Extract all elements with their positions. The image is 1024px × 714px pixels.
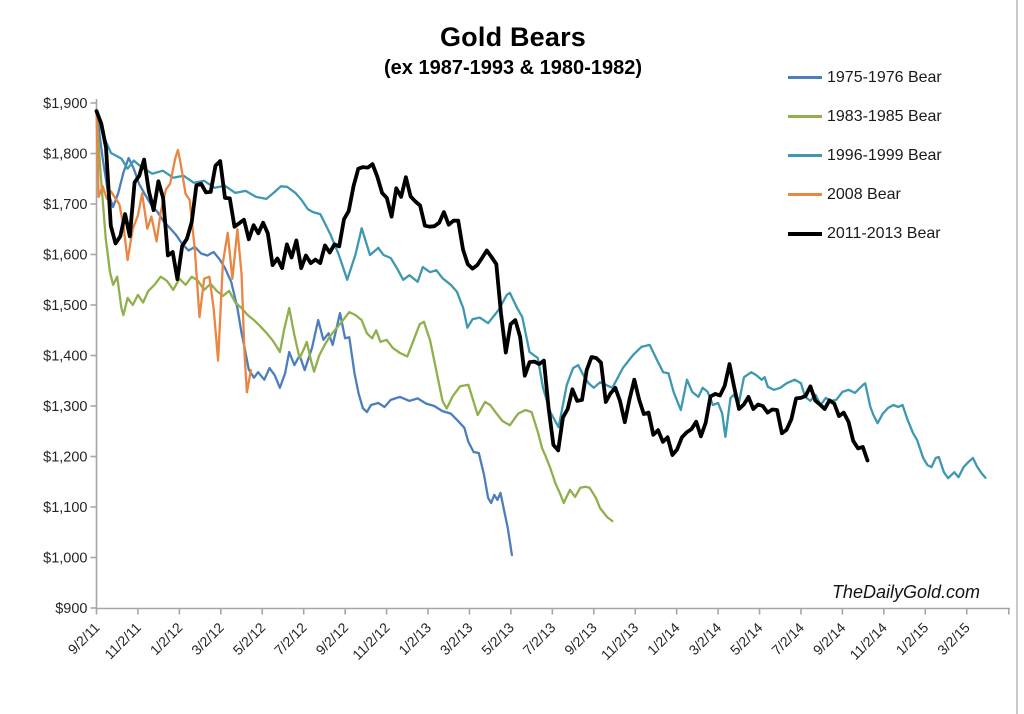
y-axis-tick-label: $1,700 — [43, 197, 87, 213]
legend-swatch — [788, 193, 822, 196]
y-axis-tick-label: $1,000 — [43, 551, 87, 567]
legend-item-1975-1976-bear: 1975-1976 Bear — [788, 58, 942, 97]
legend-item-1983-1985-bear: 1983-1985 Bear — [788, 97, 942, 136]
series-line-2008-bear — [95, 109, 253, 394]
y-axis-tick-label: $900 — [55, 601, 87, 617]
x-axis-tick-label: 1/2/12 — [147, 619, 186, 658]
legend-label: 2011-2013 Bear — [827, 224, 941, 242]
x-axis-tick-label: 9/2/12 — [312, 619, 351, 658]
y-axis-tick-label: $1,200 — [43, 450, 87, 466]
x-axis-tick-label: 11/2/13 — [598, 619, 642, 663]
x-axis-tick-label: 5/2/14 — [727, 619, 766, 658]
x-axis-tick-label: 7/2/12 — [271, 619, 310, 658]
series-line-2011-2013-bear — [94, 109, 870, 463]
legend-swatch — [788, 154, 822, 157]
legend-label: 2008 Bear — [827, 185, 901, 203]
x-axis-tick-label: 9/2/11 — [65, 619, 103, 657]
watermark: TheDailyGold.com — [831, 582, 980, 602]
legend-swatch — [788, 115, 822, 118]
x-axis-tick-label: 7/2/13 — [520, 619, 559, 658]
chart-title: Gold Bears — [439, 22, 587, 52]
x-axis-tick-label: 9/2/14 — [810, 619, 849, 658]
legend-swatch — [788, 76, 822, 79]
x-axis-tick-label: 1/2/14 — [644, 619, 683, 658]
y-axis-tick-label: $1,800 — [43, 147, 87, 163]
y-axis-tick-label: $1,400 — [43, 349, 87, 365]
chart-subtitle: (ex 1987-1993 & 1980-1982) — [384, 57, 642, 79]
x-axis-tick-label: 1/2/15 — [893, 619, 932, 658]
y-axis-tick-label: $1,900 — [43, 96, 87, 112]
x-axis-tick-label: 3/2/15 — [934, 619, 973, 658]
legend-item-2008-bear: 2008 Bear — [788, 175, 942, 214]
legend-swatch — [788, 231, 822, 236]
legend-item-1996-1999-bear: 1996-1999 Bear — [788, 136, 942, 175]
legend-label: 1996-1999 Bear — [827, 146, 942, 164]
y-axis-tick-label: $1,500 — [43, 298, 87, 314]
x-axis-tick-label: 7/2/14 — [768, 619, 807, 658]
legend-label: 1975-1976 Bear — [827, 68, 942, 86]
y-axis-tick-label: $1,100 — [43, 500, 87, 516]
series-line-1975-1976-bear — [95, 109, 514, 557]
x-axis-tick-label: 1/2/13 — [395, 619, 434, 658]
x-axis-tick-label: 11/2/11 — [101, 619, 144, 662]
x-axis-tick-label: 5/2/13 — [478, 619, 517, 658]
legend-item-2011-2013-bear: 2011-2013 Bear — [788, 214, 942, 253]
series-line-1996-1999-bear — [95, 109, 987, 480]
x-axis-tick-label: 3/2/14 — [685, 619, 724, 658]
series-line-1983-1985-bear — [95, 109, 614, 523]
y-axis-tick-label: $1,600 — [43, 248, 87, 264]
chart-frame-border — [1016, 0, 1018, 714]
x-axis-tick-label: 3/2/13 — [437, 619, 476, 658]
x-axis-tick-label: 5/2/12 — [230, 619, 269, 658]
x-axis-tick-label: 3/2/12 — [188, 619, 227, 658]
x-axis-tick-label: 11/2/14 — [846, 619, 890, 663]
x-axis-tick-label: 9/2/13 — [561, 619, 600, 658]
legend-label: 1983-1985 Bear — [827, 107, 942, 125]
x-axis-tick-label: 11/2/12 — [349, 619, 393, 663]
y-axis-tick-label: $1,300 — [43, 399, 87, 415]
legend: 1975-1976 Bear 1983-1985 Bear 1996-1999 Be… — [788, 58, 942, 253]
